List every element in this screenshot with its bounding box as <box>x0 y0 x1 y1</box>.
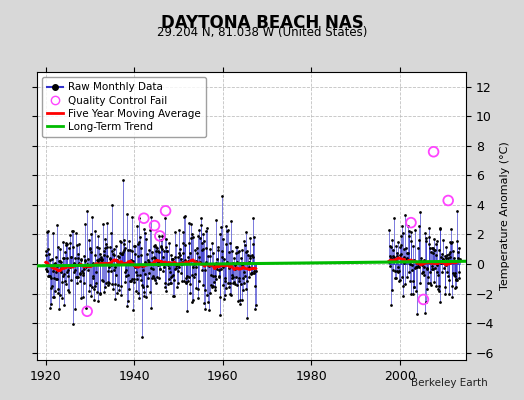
Text: DAYTONA BEACH NAS: DAYTONA BEACH NAS <box>161 14 363 32</box>
Point <box>150 222 159 229</box>
Point <box>156 233 164 239</box>
Point <box>407 220 415 226</box>
Point <box>444 197 452 204</box>
Y-axis label: Temperature Anomaly (°C): Temperature Anomaly (°C) <box>500 142 510 290</box>
Text: Berkeley Earth: Berkeley Earth <box>411 378 487 388</box>
Legend: Raw Monthly Data, Quality Control Fail, Five Year Moving Average, Long-Term Tren: Raw Monthly Data, Quality Control Fail, … <box>42 77 206 137</box>
Point <box>419 296 428 303</box>
Point <box>161 208 170 214</box>
Point <box>429 148 438 155</box>
Point <box>83 308 91 314</box>
Text: 29.204 N, 81.038 W (United States): 29.204 N, 81.038 W (United States) <box>157 26 367 39</box>
Point <box>140 215 148 222</box>
